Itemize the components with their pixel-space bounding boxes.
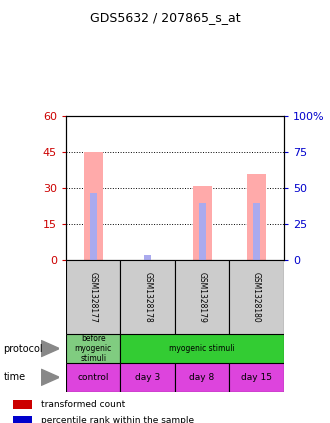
FancyBboxPatch shape — [229, 260, 284, 334]
Text: protocol: protocol — [3, 343, 43, 354]
Text: before
myogenic
stimuli: before myogenic stimuli — [75, 334, 112, 363]
FancyBboxPatch shape — [175, 260, 229, 334]
Text: percentile rank within the sample: percentile rank within the sample — [41, 416, 194, 423]
Bar — [84, 152, 103, 260]
Bar — [13, 416, 32, 423]
Bar — [13, 400, 32, 409]
FancyBboxPatch shape — [120, 260, 175, 334]
Text: day 15: day 15 — [241, 373, 272, 382]
Bar — [90, 193, 97, 260]
Text: GSM1328179: GSM1328179 — [198, 272, 207, 323]
FancyBboxPatch shape — [120, 334, 284, 363]
Polygon shape — [41, 341, 59, 357]
Bar — [253, 203, 260, 260]
Text: GSM1328177: GSM1328177 — [89, 272, 98, 323]
Text: day 8: day 8 — [189, 373, 215, 382]
FancyBboxPatch shape — [66, 363, 120, 392]
Text: time: time — [3, 372, 25, 382]
FancyBboxPatch shape — [66, 334, 120, 363]
Text: day 3: day 3 — [135, 373, 160, 382]
Text: GSM1328178: GSM1328178 — [143, 272, 152, 322]
FancyBboxPatch shape — [120, 363, 175, 392]
Bar — [247, 174, 266, 260]
Text: myogenic stimuli: myogenic stimuli — [169, 344, 235, 353]
Bar — [199, 203, 206, 260]
FancyBboxPatch shape — [66, 260, 120, 334]
Polygon shape — [41, 369, 59, 385]
Text: transformed count: transformed count — [41, 400, 125, 409]
Text: GSM1328180: GSM1328180 — [252, 272, 261, 322]
FancyBboxPatch shape — [229, 363, 284, 392]
Bar — [193, 186, 212, 260]
Bar — [144, 255, 151, 260]
Text: control: control — [78, 373, 109, 382]
FancyBboxPatch shape — [175, 363, 229, 392]
Text: GDS5632 / 207865_s_at: GDS5632 / 207865_s_at — [90, 11, 240, 24]
